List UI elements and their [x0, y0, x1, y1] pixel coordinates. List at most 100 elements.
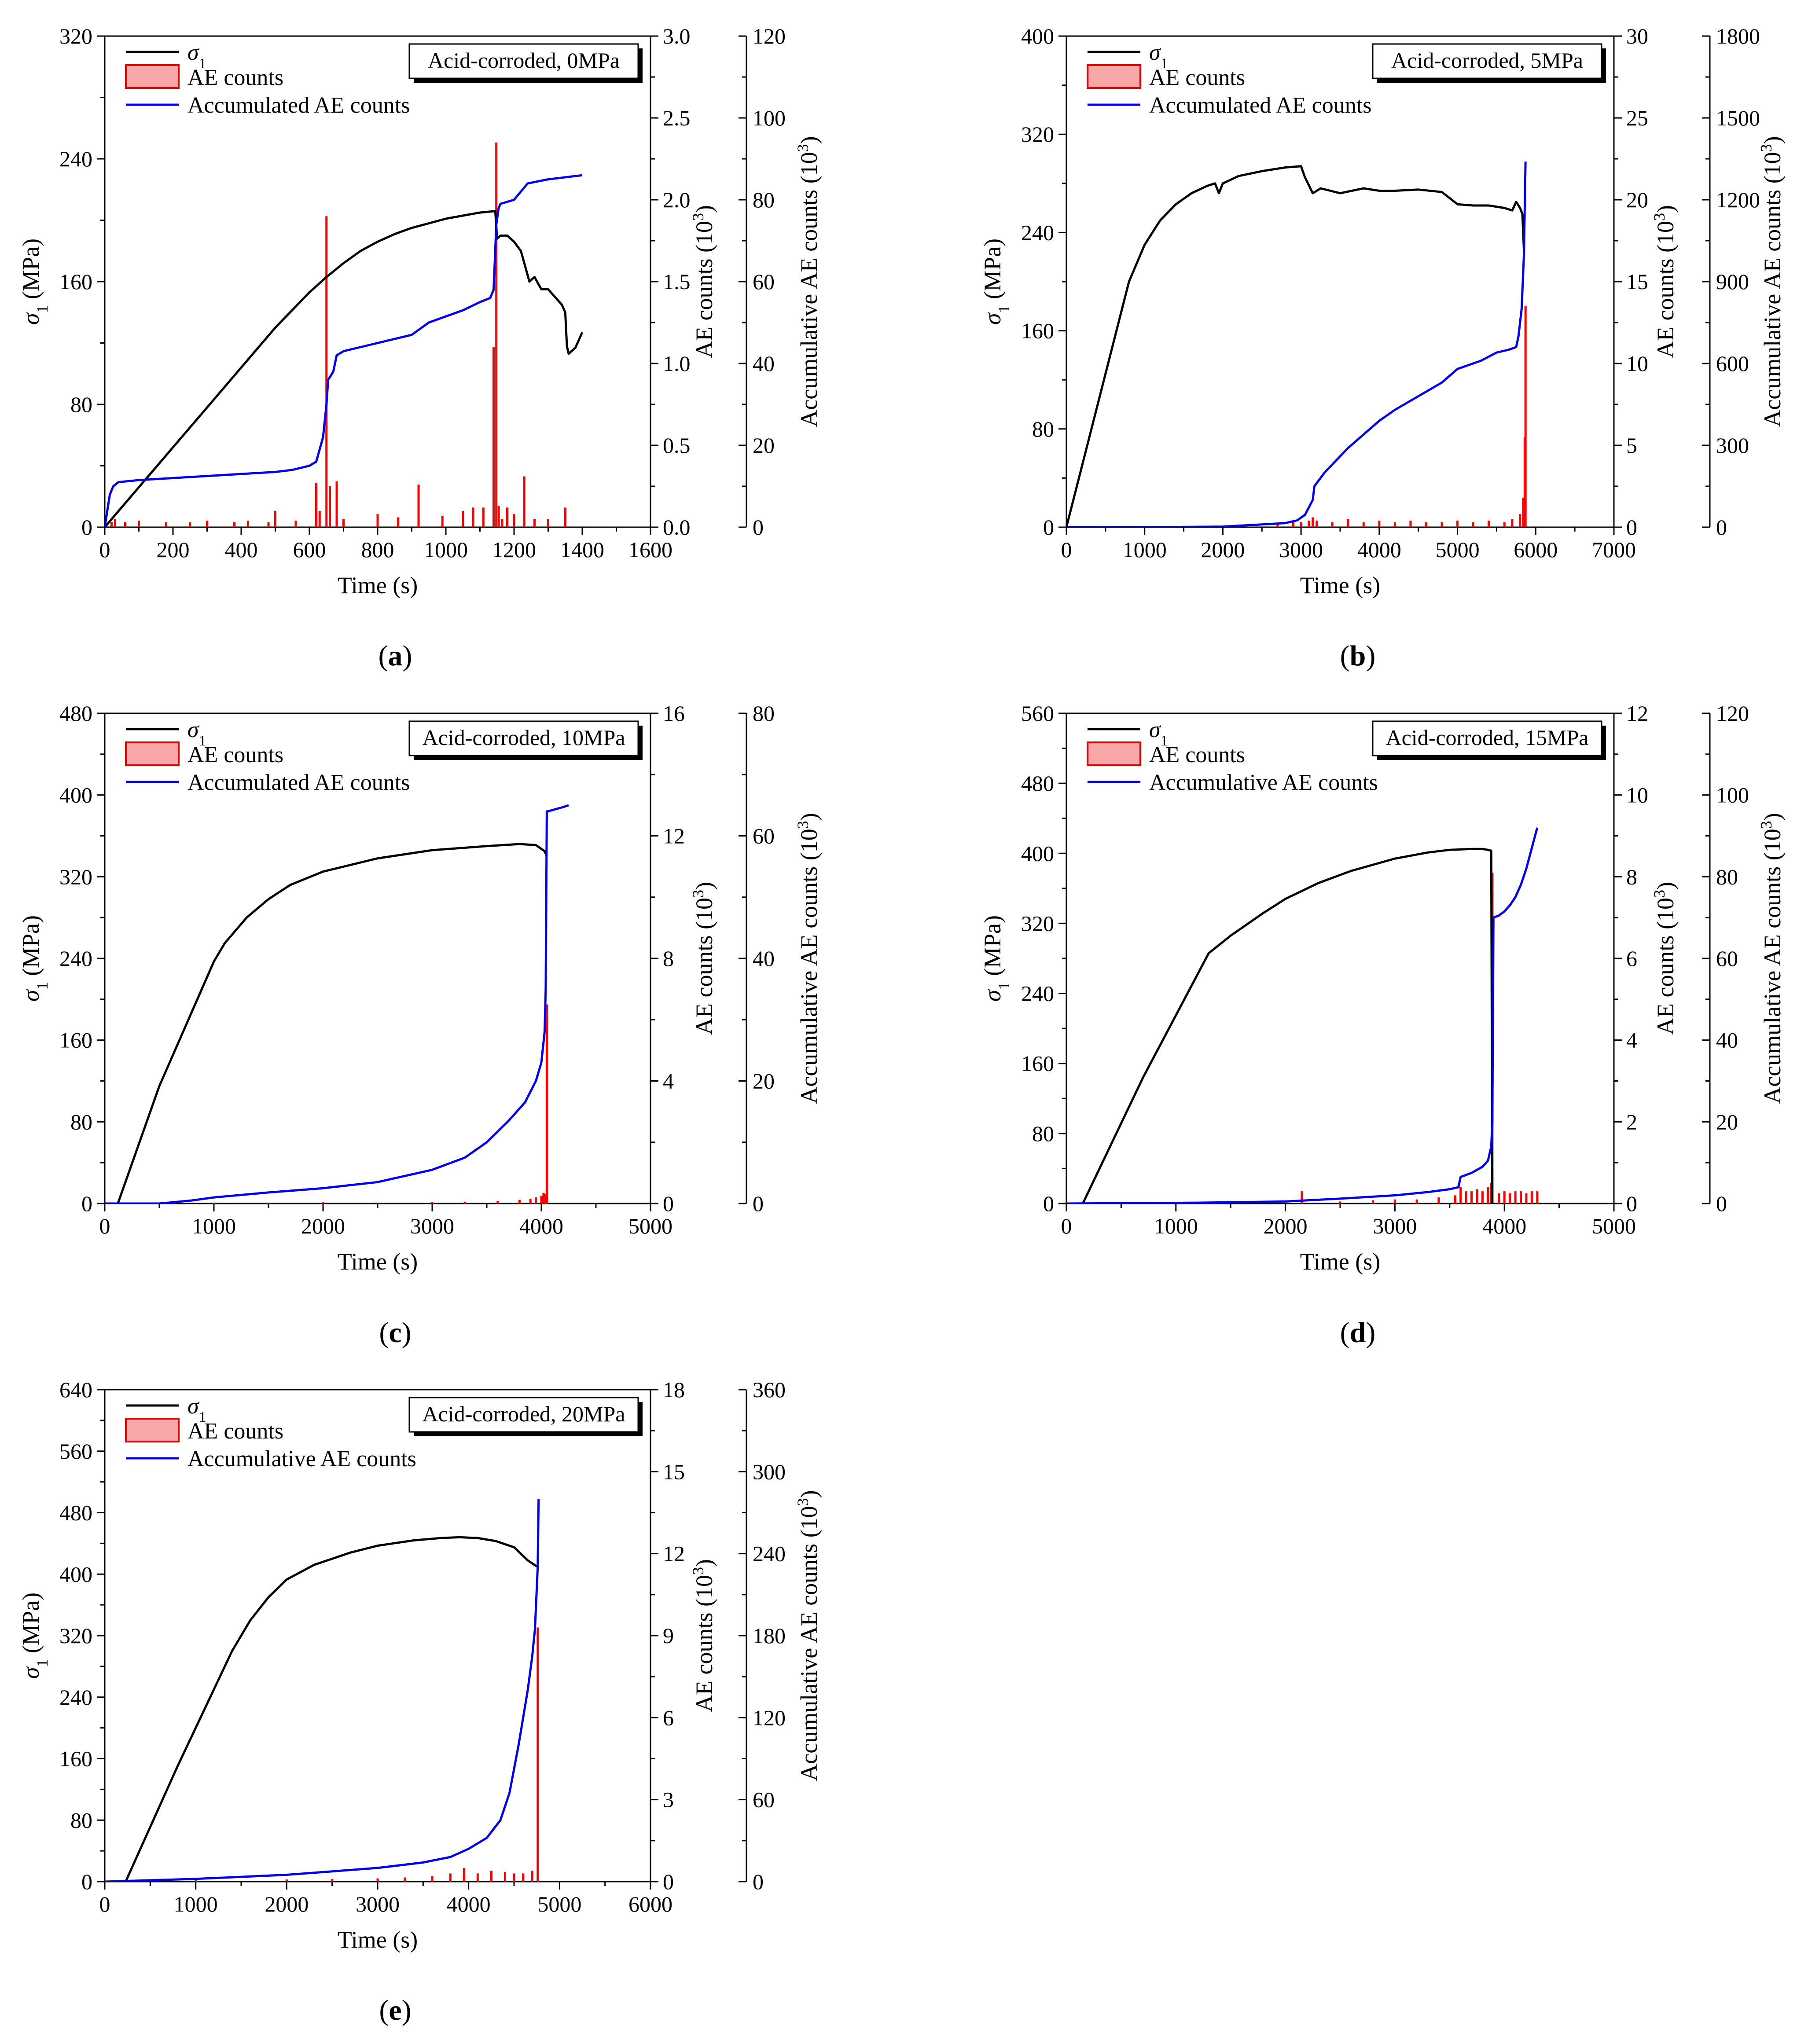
y3-tick-label: 40: [753, 351, 775, 376]
y2-axis-title: AE counts (103): [1650, 205, 1679, 358]
y2-tick-label: 5: [1626, 433, 1637, 458]
y-tick-label: 0: [81, 515, 92, 539]
legend-label-stress: σ1: [187, 1394, 206, 1425]
plot-area: [105, 1499, 540, 1882]
y3-tick-label: 40: [753, 946, 775, 971]
x-axis-title: Time (s): [338, 1927, 418, 1953]
y2-tick-label: 12: [663, 824, 685, 848]
y-tick-label: 240: [1021, 981, 1054, 1006]
x-tick-label: 2000: [265, 1892, 309, 1916]
plot-area: [105, 804, 569, 1204]
y2-tick-label: 2.0: [663, 187, 691, 212]
y3-tick-label: 100: [1716, 783, 1749, 807]
x-tick-label: 1000: [424, 537, 468, 562]
x-tick-label: 5000: [1592, 1214, 1636, 1238]
y-tick-label: 400: [1021, 841, 1054, 866]
y-tick-label: 0: [81, 1191, 92, 1216]
x-tick-label: 0: [99, 1892, 110, 1916]
accumulated-ae-line: [105, 804, 569, 1204]
y3-tick-label: 180: [753, 1623, 786, 1648]
y-tick-label: 560: [59, 1439, 92, 1464]
legend-label-ae: AE counts: [187, 1419, 283, 1444]
y2-tick-label: 0.0: [663, 515, 691, 539]
annotation-box: [1372, 720, 1602, 756]
y2-tick-label: 9: [663, 1623, 674, 1648]
x-tick-label: 3000: [1279, 537, 1323, 562]
x-tick-label: 600: [293, 537, 326, 562]
y3-tick-label: 1800: [1716, 24, 1760, 48]
legend-label-stress: σ1: [187, 40, 206, 72]
y3-tick-label: 0: [753, 515, 764, 539]
y-tick-label: 320: [59, 24, 92, 48]
x-axis-title: Time (s): [1300, 572, 1381, 598]
chart-panel-e: 0 1000 2000 3000 4000 5000 6000080160240320400…: [18, 1377, 822, 2026]
x-tick-label: 800: [361, 537, 394, 562]
y2-tick-label: 1.5: [663, 269, 691, 294]
x-tick-label: 1000: [192, 1214, 236, 1238]
y-axis-title: σ1 (MPa): [18, 239, 51, 325]
legend-label-stress: σ1: [1149, 40, 1168, 72]
y-tick-label: 0: [1043, 1191, 1054, 1216]
x-tick-label: 0: [99, 1214, 110, 1238]
y2-tick-label: 0.5: [663, 433, 691, 458]
y-tick-label: 0: [1043, 515, 1054, 539]
annotation-text: Acid-corroded, 5MPa: [1391, 48, 1583, 73]
y3-tick-label: 60: [753, 269, 775, 294]
stress-line: [1082, 848, 1494, 1204]
y2-tick-label: 15: [1626, 269, 1648, 294]
y2-tick-label: 3.0: [663, 24, 691, 48]
legend-label-accumulated: Accumulative AE counts: [1149, 770, 1378, 795]
y2-tick-label: 4: [663, 1069, 674, 1094]
panel-label: (d): [1340, 1317, 1376, 1349]
y-tick-label: 160: [59, 1028, 92, 1053]
legend-swatch-ae: [125, 1418, 180, 1442]
x-tick-label: 2000: [1264, 1214, 1308, 1238]
y-tick-label: 160: [1021, 319, 1054, 343]
y-tick-label: 320: [1021, 122, 1054, 147]
x-tick-label: 0: [1061, 537, 1072, 562]
panel-label: (c): [379, 1317, 411, 1349]
annotation-text: Acid-corroded, 15MPa: [1386, 725, 1589, 750]
x-tick-label: 7000: [1592, 537, 1636, 562]
x-tick-label: 5000: [1436, 537, 1480, 562]
y2-tick-label: 20: [1626, 187, 1648, 212]
y3-axis-title: Accumulative AE counts (103): [1757, 136, 1786, 427]
x-tick-label: 2000: [301, 1214, 345, 1238]
y3-tick-label: 240: [753, 1541, 786, 1566]
y3-tick-label: 80: [753, 187, 775, 212]
y2-tick-label: 0: [663, 1869, 674, 1894]
y3-tick-label: 1200: [1716, 187, 1760, 212]
x-tick-label: 3000: [356, 1892, 400, 1916]
legend-label-ae: AE counts: [187, 742, 283, 767]
x-tick-label: 0: [1061, 1214, 1072, 1238]
panel-label: (e): [379, 1994, 411, 2026]
y3-tick-label: 20: [753, 433, 775, 458]
y2-tick-label: 6: [1626, 946, 1637, 971]
y2-tick-label: 15: [663, 1459, 685, 1484]
chart-panel-a: 0 200 400 600 800 1000 1200 1400 160008016024032…: [18, 24, 822, 672]
y3-tick-label: 120: [753, 1705, 786, 1730]
y3-tick-label: 900: [1716, 269, 1749, 294]
legend-label-stress: σ1: [1149, 717, 1168, 749]
legend-swatch-ae: [1087, 741, 1141, 766]
condition-annotation: Acid-corroded, 15MPa: [1372, 720, 1606, 760]
y3-tick-label: 60: [753, 824, 775, 848]
y2-tick-label: 8: [1626, 864, 1637, 889]
stress-line: [105, 210, 584, 527]
x-tick-label: 3000: [1373, 1214, 1417, 1238]
y2-tick-label: 8: [663, 946, 674, 971]
legend-label-accumulated: Accumulated AE counts: [187, 770, 410, 795]
accumulated-ae-line: [1066, 827, 1539, 1204]
y-tick-label: 160: [1021, 1051, 1054, 1076]
y-axis-title: σ1 (MPa): [18, 915, 51, 1002]
x-tick-label: 4000: [1482, 1214, 1526, 1238]
x-tick-label: 3000: [410, 1214, 454, 1238]
y3-tick-label: 1500: [1716, 106, 1760, 130]
y-tick-label: 80: [70, 392, 92, 417]
x-tick-label: 5000: [537, 1892, 581, 1916]
accumulated-ae-line: [105, 174, 583, 527]
y-tick-label: 80: [70, 1808, 92, 1832]
x-tick-label: 6000: [1514, 537, 1558, 562]
